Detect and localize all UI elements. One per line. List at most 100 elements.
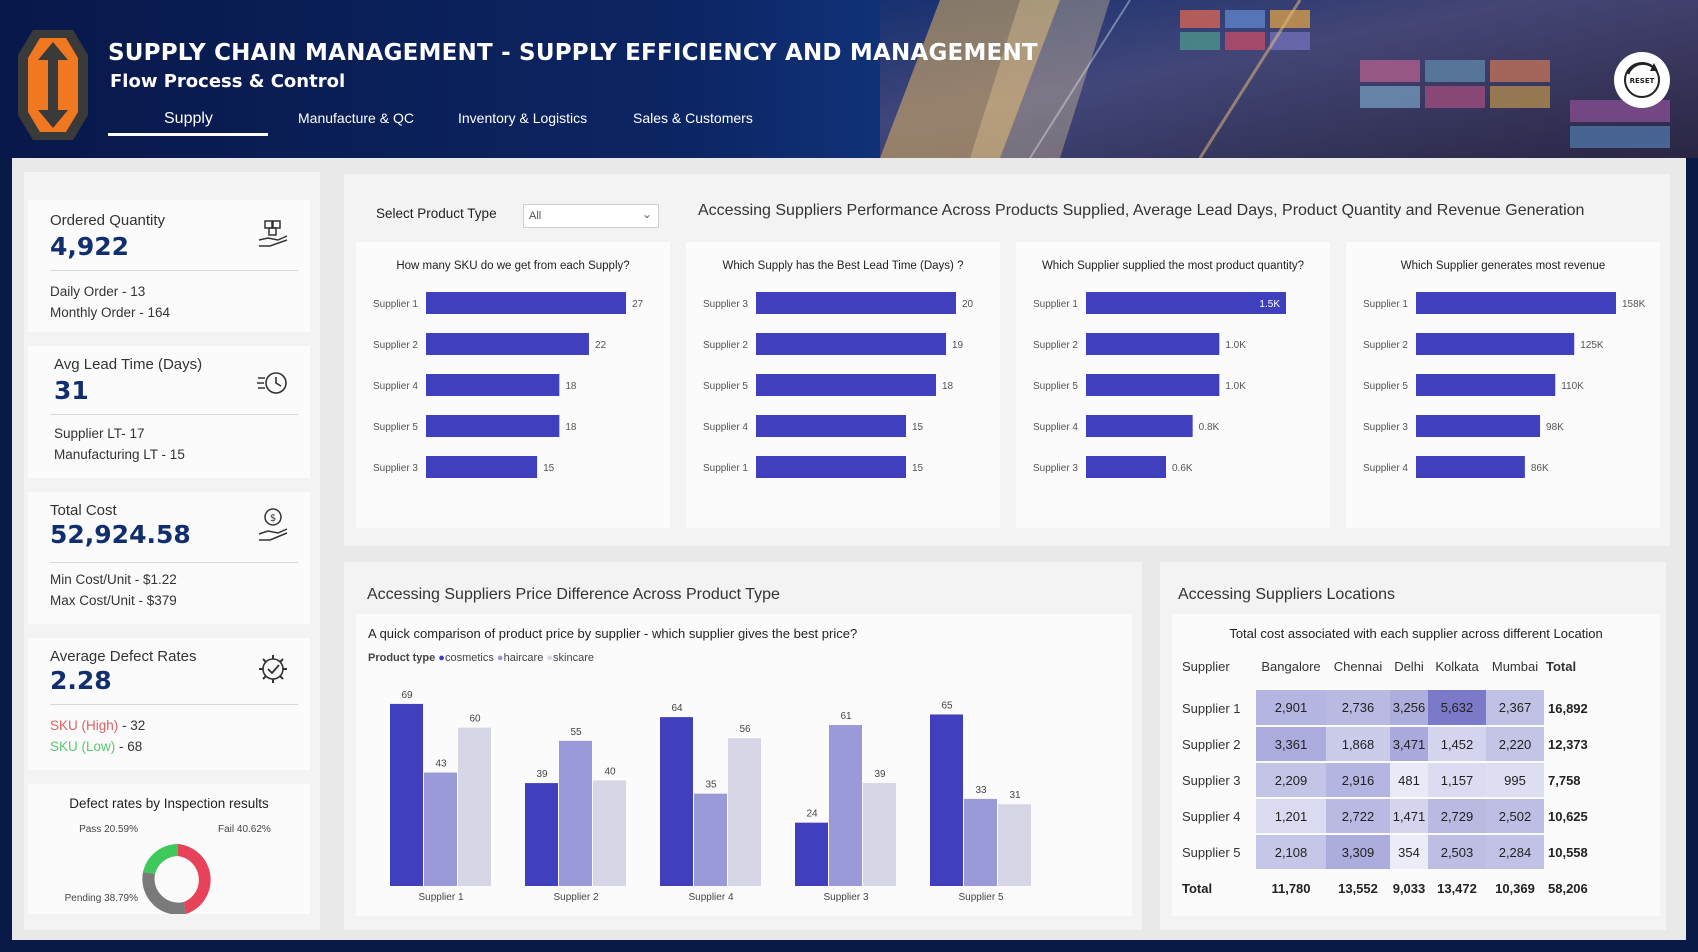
bar[interactable]: [426, 374, 560, 396]
hbar-svg: Supplier 1 158K Supplier 2 125K Supplier 5 11…: [1363, 292, 1646, 478]
matrix-cell[interactable]: 2,209: [1256, 762, 1326, 799]
matrix-cell[interactable]: 1,157: [1428, 762, 1486, 799]
bar-skincare[interactable]: [593, 780, 626, 886]
matrix-cell[interactable]: 3,471: [1390, 726, 1428, 763]
bar-cosmetics[interactable]: [795, 822, 828, 886]
bar[interactable]: [1416, 374, 1556, 396]
bar[interactable]: [426, 333, 589, 355]
bar-skincare[interactable]: [728, 738, 761, 886]
column-header[interactable]: Bangalore: [1261, 658, 1321, 674]
matrix-cell[interactable]: 1,471: [1390, 798, 1428, 835]
reset-button[interactable]: RESET: [1614, 52, 1670, 108]
data-label: 18: [565, 381, 577, 392]
category-label: Supplier 2: [1363, 340, 1408, 351]
hbar-svg: Supplier 1 1.5K Supplier 2 1.0K Supplier 5 1.…: [1033, 292, 1286, 478]
matrix-cell[interactable]: 2,220: [1486, 726, 1544, 763]
bar[interactable]: [1086, 456, 1166, 478]
bar[interactable]: [1416, 456, 1525, 478]
sku-by-supplier-chart: How many SKU do we get from each Supply?…: [356, 242, 670, 528]
bar-cosmetics[interactable]: [660, 717, 693, 886]
legend-cosmetics: cosmetics: [444, 652, 494, 664]
kpi-lead-label: Avg Lead Time (Days): [54, 356, 203, 373]
bar-cosmetics[interactable]: [930, 714, 963, 886]
data-label: 27: [632, 299, 644, 310]
table-row[interactable]: Supplier 1 2,901 2,736 3,256 5,632 2,367 16,89…: [1180, 690, 1600, 727]
bar[interactable]: [426, 456, 538, 478]
kpi-divider: [50, 704, 298, 705]
product-quantity-chart: Which Supplier supplied the most product…: [1016, 242, 1330, 528]
total-row: Total 11,780 13,552 9,033 13,472 10,369 58,206: [1180, 870, 1600, 906]
bar[interactable]: [756, 415, 906, 437]
data-label: 31: [1009, 790, 1021, 801]
data-label: 110K: [1561, 381, 1584, 392]
matrix-cell[interactable]: 1,868: [1326, 726, 1390, 763]
column-header[interactable]: Total: [1546, 658, 1577, 674]
table-row[interactable]: Supplier 5 2,108 3,309 354 2,503 2,284 10,558: [1180, 834, 1600, 871]
bar-haircare[interactable]: [559, 740, 592, 886]
matrix-cell[interactable]: 1,201: [1256, 798, 1326, 835]
kpi-ordered-daily: Daily Order - 13: [50, 284, 146, 299]
bar[interactable]: [1416, 415, 1541, 437]
matrix-cell[interactable]: 1,452: [1428, 726, 1486, 763]
matrix-cell[interactable]: 2,722: [1326, 798, 1390, 835]
bar-skincare[interactable]: [458, 727, 491, 886]
matrix-cell[interactable]: 2,901: [1256, 690, 1326, 727]
bar[interactable]: [756, 333, 946, 355]
column-header[interactable]: Chennai: [1333, 658, 1383, 674]
matrix-cell[interactable]: 2,108: [1256, 834, 1326, 871]
matrix-cell[interactable]: 2,367: [1486, 690, 1544, 727]
matrix-cell[interactable]: 3,361: [1256, 726, 1326, 763]
tab-supply[interactable]: Supply: [164, 110, 213, 127]
bar[interactable]: [756, 456, 906, 478]
data-label: 18: [942, 381, 954, 392]
data-label: 65: [941, 700, 953, 711]
bar[interactable]: [1086, 292, 1286, 314]
matrix-cell[interactable]: 3,256: [1390, 690, 1428, 727]
matrix-cell[interactable]: 2,503: [1428, 834, 1486, 871]
bar[interactable]: [1416, 333, 1575, 355]
bar[interactable]: [1086, 374, 1220, 396]
tab-inventory-logistics[interactable]: Inventory & Logistics: [458, 110, 588, 126]
matrix-title: Total cost associated with each supplier…: [1229, 626, 1603, 641]
bar-skincare[interactable]: [863, 783, 896, 886]
chart-title: Which Supplier supplied the most product…: [1041, 260, 1305, 272]
bar[interactable]: [756, 292, 956, 314]
matrix-cell[interactable]: 5,632: [1428, 690, 1486, 727]
tab-manufacture-qc[interactable]: Manufacture & QC: [298, 110, 414, 126]
matrix-cell[interactable]: 2,502: [1486, 798, 1544, 835]
tab-sales-customers[interactable]: Sales & Customers: [633, 110, 753, 126]
data-label: 61: [840, 711, 852, 722]
table-row[interactable]: Supplier 3 2,209 2,916 481 1,157 995 7,758: [1180, 762, 1600, 799]
table-row[interactable]: Supplier 4 1,201 2,722 1,471 2,729 2,502 10,62…: [1180, 798, 1600, 835]
matrix-cell[interactable]: 2,284: [1486, 834, 1544, 871]
bar[interactable]: [1086, 415, 1193, 437]
column-header[interactable]: Delhi: [1394, 658, 1424, 674]
column-header[interactable]: Kolkata: [1435, 658, 1479, 674]
matrix-cell[interactable]: 2,916: [1326, 762, 1390, 799]
matrix-cell[interactable]: 481: [1390, 762, 1428, 799]
row-total: 10,625: [1548, 808, 1588, 824]
bar[interactable]: [756, 374, 936, 396]
category-label: Supplier 5: [1033, 381, 1078, 392]
bar[interactable]: [1086, 333, 1220, 355]
bar-haircare[interactable]: [829, 725, 862, 886]
kpi-cost-value: 52,924.58: [50, 520, 191, 549]
column-header[interactable]: Mumbai: [1491, 658, 1539, 674]
bar[interactable]: [426, 415, 560, 437]
matrix-cell[interactable]: 2,736: [1326, 690, 1390, 727]
matrix-cell[interactable]: 995: [1486, 762, 1544, 799]
bar-skincare[interactable]: [998, 804, 1031, 886]
bar[interactable]: [426, 292, 626, 314]
bar-haircare[interactable]: [424, 772, 457, 886]
matrix-cell[interactable]: 2,729: [1428, 798, 1486, 835]
bar[interactable]: [1416, 292, 1616, 314]
table-row[interactable]: Supplier 2 3,361 1,868 3,471 1,452 2,220 12,37…: [1180, 726, 1600, 763]
bar-cosmetics[interactable]: [525, 783, 558, 886]
column-header[interactable]: Supplier: [1182, 658, 1230, 674]
bar-haircare[interactable]: [964, 798, 997, 886]
bar-cosmetics[interactable]: [390, 703, 423, 886]
matrix-cell[interactable]: 3,309: [1326, 834, 1390, 871]
product-type-dropdown[interactable]: All ⌄: [523, 204, 659, 228]
bar-haircare[interactable]: [694, 793, 727, 886]
matrix-cell[interactable]: 354: [1390, 834, 1428, 871]
